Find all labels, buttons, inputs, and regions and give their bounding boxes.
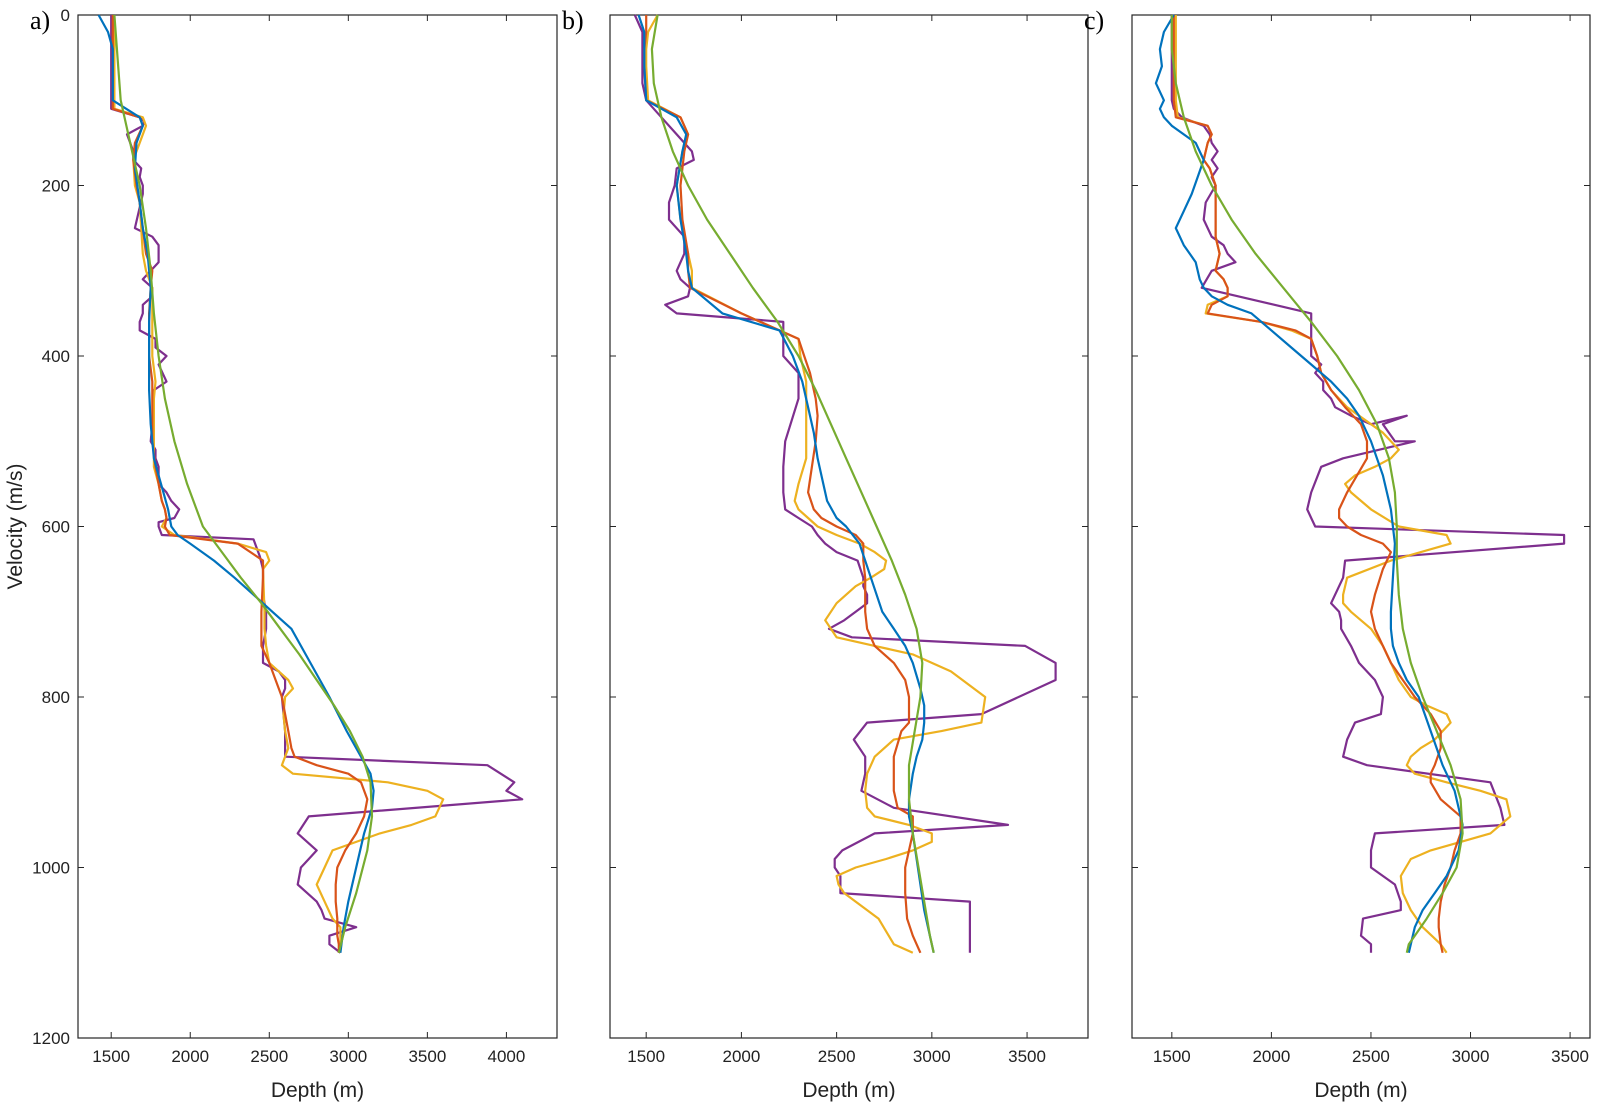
panel-a-xtick-label: 2500 — [250, 1047, 288, 1066]
panel-c-series-purple — [1170, 15, 1566, 953]
panel-a-ytick-label: 800 — [42, 688, 70, 707]
panel-b-series-red — [643, 15, 922, 954]
panel-a-ytick-label: 200 — [42, 177, 70, 196]
panel-c-xtick-label: 1500 — [1153, 1047, 1191, 1066]
panel-a-label: a) — [30, 6, 50, 35]
panel-c-xtick-label: 3500 — [1551, 1047, 1589, 1066]
panel-a-xlabel: Depth (m) — [271, 1079, 364, 1102]
panel-a-ytick-label: 600 — [42, 518, 70, 537]
panel-a-ytick-label: 0 — [61, 6, 70, 25]
panel-a-series-yellow — [113, 15, 445, 953]
panel-a-xtick-label: 1500 — [92, 1047, 130, 1066]
panel-c-series-red — [1172, 15, 1462, 954]
panel-a-series-green — [113, 14, 374, 954]
panel-c-label: c) — [1084, 6, 1104, 35]
panel-c-xtick-label: 2500 — [1352, 1047, 1390, 1066]
panel-a-xtick-label: 3500 — [408, 1047, 446, 1066]
panel-b-series-purple — [633, 14, 1057, 953]
panel-c-xtick-label: 2000 — [1252, 1047, 1290, 1066]
panel-b: 1500 2000 2500 3000 3500 b) Depth (m) — [562, 6, 1089, 1102]
panel-b-xtick-label: 2000 — [722, 1047, 760, 1066]
panel-a-ylabel: Velocity (m/s) — [4, 463, 27, 589]
panel-c-series-blue — [1154, 14, 1464, 954]
panel-b-xtick-label: 3000 — [913, 1047, 951, 1066]
panel-c-series-green — [1170, 15, 1464, 954]
panel-a-series-purple — [110, 15, 524, 954]
panel-b-xlabel: Depth (m) — [802, 1079, 895, 1102]
panel-a-series-red — [111, 15, 369, 953]
panel-a-series-blue — [97, 14, 375, 953]
panel-a-xtick-label: 3000 — [329, 1047, 367, 1066]
panel-b-label: b) — [562, 6, 584, 35]
panel-a-ytick-label: 1000 — [32, 859, 70, 878]
panel-a-xtick-label: 4000 — [487, 1047, 525, 1066]
panel-b-xtick-label: 3500 — [1008, 1047, 1046, 1066]
panel-a-ytick-label: 1200 — [32, 1029, 70, 1048]
panel-a-xtick-label: 2000 — [171, 1047, 209, 1066]
panel-b-xtick-label: 1500 — [627, 1047, 665, 1066]
panel-c: 1500 2000 2500 3000 3500 c) Depth (m) — [1084, 6, 1591, 1102]
panel-a-ytick-label: 400 — [42, 347, 70, 366]
panel-c-xlabel: Depth (m) — [1314, 1079, 1407, 1102]
panel-c-xtick-label: 3000 — [1452, 1047, 1490, 1066]
panel-b-xtick-label: 2500 — [818, 1047, 856, 1066]
panel-a: 1500 2000 2500 3000 3500 4000 0 200 400 600 800 100… — [4, 6, 558, 1102]
panel-b-series-green — [650, 14, 935, 954]
panel-b-series-yellow — [645, 14, 987, 954]
